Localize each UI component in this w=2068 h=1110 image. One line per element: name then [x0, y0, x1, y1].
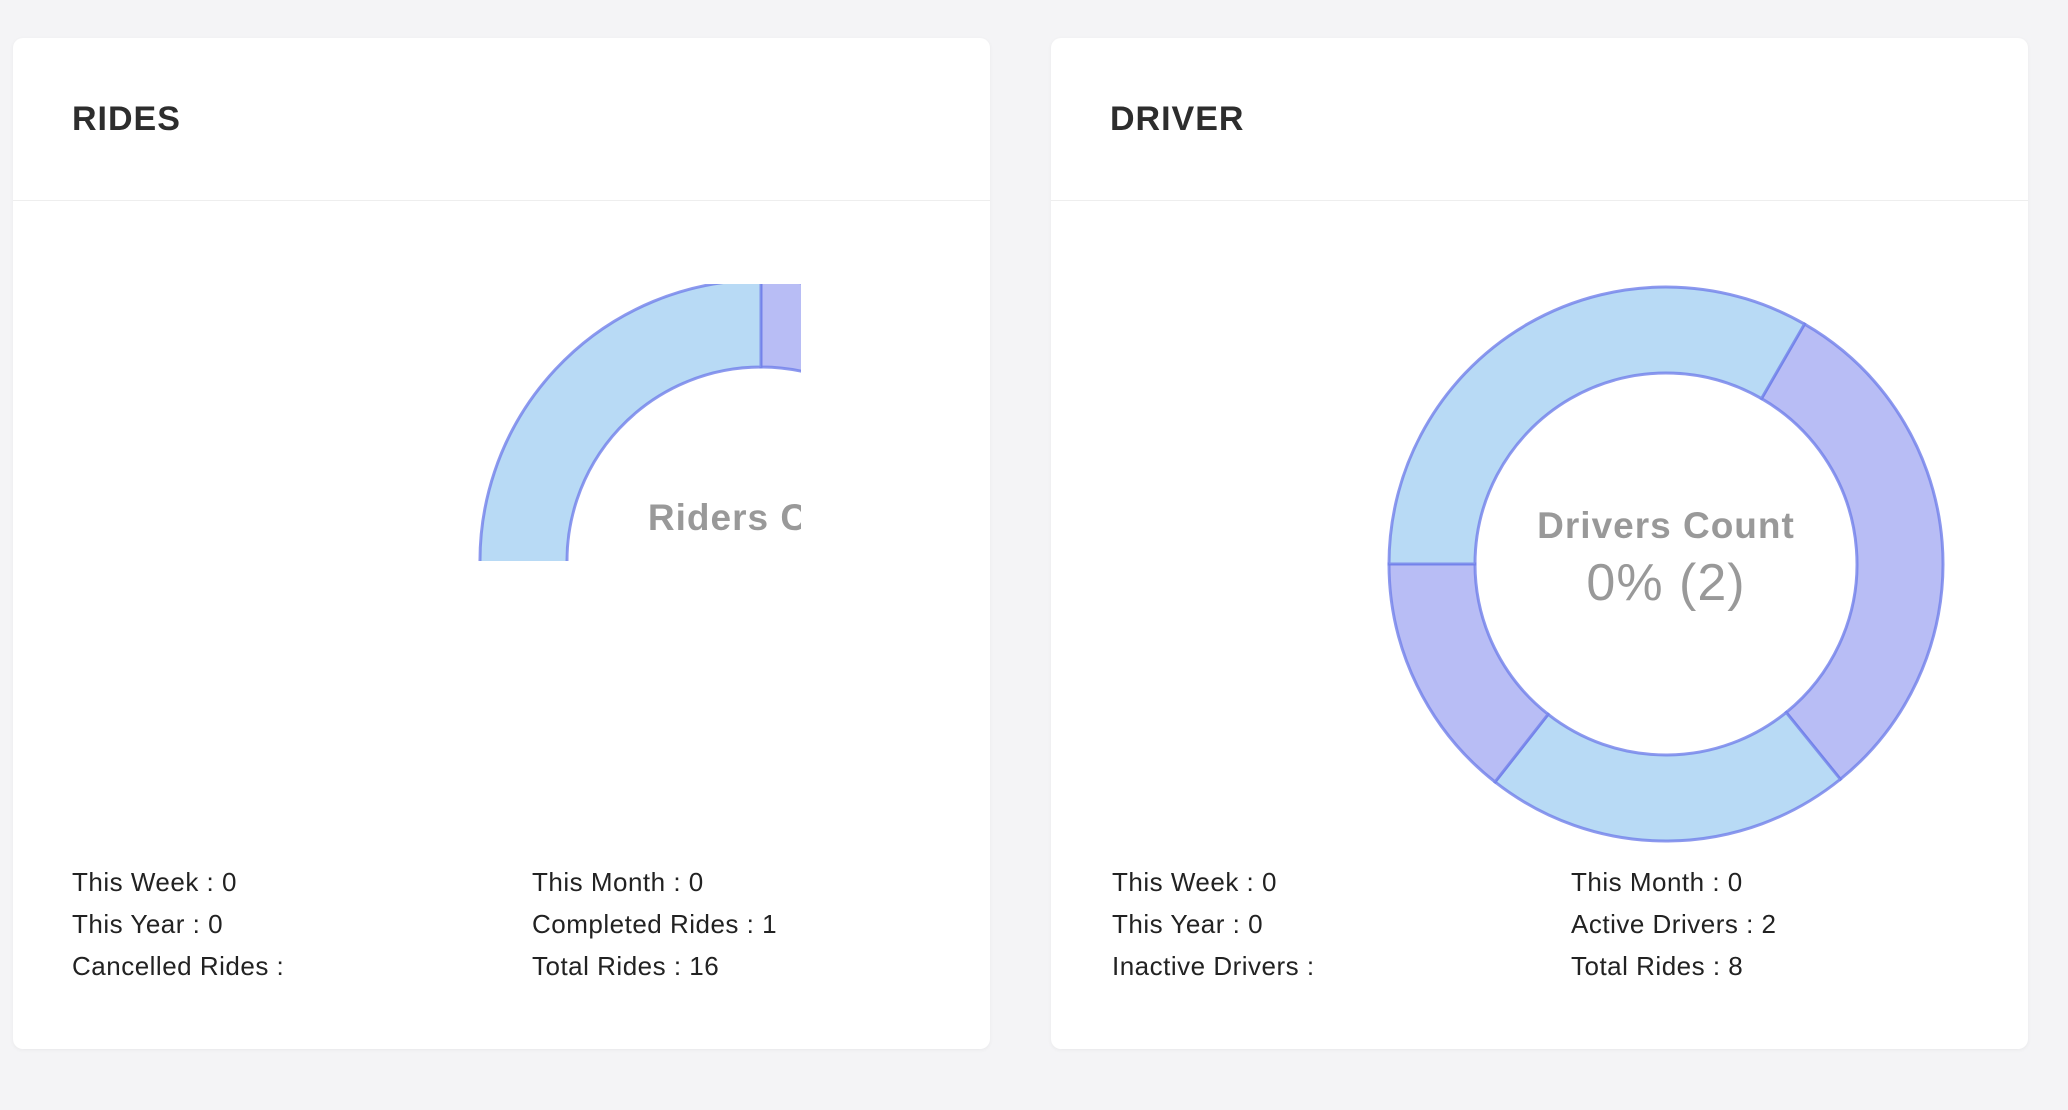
driver-card: DRIVER Drivers Count 0% (2) This Week : 0… [1051, 38, 2028, 1049]
stat: This Year : 0 [1112, 909, 1264, 939]
stat: Active Drivers : 2 [1571, 909, 1777, 939]
donut-group: Riders C [478, 284, 808, 561]
stat: Cancelled Rides : [72, 951, 285, 981]
stat: This Year : 0 [72, 909, 224, 939]
donut-segment [1492, 710, 1843, 843]
card-header: RIDES [13, 38, 990, 201]
card-title: DRIVER [1110, 100, 1245, 138]
stat: This Week : 0 [72, 867, 237, 897]
stat: Total Rides : 16 [532, 951, 720, 981]
donut-segment [1759, 322, 1945, 782]
stat: This Week : 0 [1112, 867, 1277, 897]
stat: This Month : 0 [1571, 867, 1743, 897]
donut-center-text: Drivers Count [1537, 505, 1795, 546]
stat: Completed Rides : 1 [532, 909, 778, 939]
donut-center-text: 0% (2) [1586, 554, 1745, 612]
donut-center-text: Riders C [648, 497, 808, 538]
card-header: DRIVER [1051, 38, 2028, 201]
stat: Total Rides : 8 [1571, 951, 1744, 981]
stat: This Month : 0 [532, 867, 704, 897]
rides-card: RIDES Riders C This Week : 0 This Month :… [13, 38, 990, 1049]
donut-segment [1387, 285, 1807, 566]
donut-segment [478, 284, 763, 561]
donut-chart: Drivers Count 0% (2) [1387, 285, 1945, 843]
card-title: RIDES [72, 100, 181, 138]
donut-segment [759, 284, 801, 373]
stat: Inactive Drivers : [1112, 951, 1315, 981]
donut-chart: Riders C [478, 284, 808, 561]
